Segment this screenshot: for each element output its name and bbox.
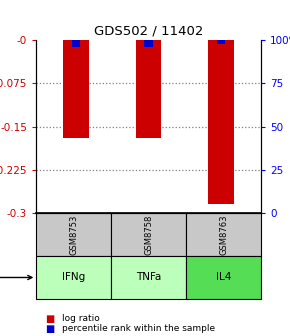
Text: IFNg: IFNg xyxy=(62,272,85,283)
Text: log ratio: log ratio xyxy=(62,314,100,323)
Text: ■: ■ xyxy=(45,313,54,324)
Text: GSM8753: GSM8753 xyxy=(69,214,78,255)
Text: TNFa: TNFa xyxy=(136,272,161,283)
Text: GSM8763: GSM8763 xyxy=(219,214,228,255)
Bar xyxy=(136,40,161,138)
Bar xyxy=(36,256,111,299)
Bar xyxy=(209,40,234,204)
Bar xyxy=(72,40,81,47)
Bar xyxy=(111,213,186,256)
Bar xyxy=(36,213,111,256)
Text: percentile rank within the sample: percentile rank within the sample xyxy=(62,324,215,333)
Bar xyxy=(186,256,261,299)
Text: ■: ■ xyxy=(45,324,54,334)
Bar xyxy=(144,40,153,47)
Bar xyxy=(217,40,226,44)
Title: GDS502 / 11402: GDS502 / 11402 xyxy=(94,25,203,38)
Text: agent: agent xyxy=(0,272,32,283)
Bar xyxy=(111,256,186,299)
Bar xyxy=(186,213,261,256)
Text: GSM8758: GSM8758 xyxy=(144,214,153,255)
Text: IL4: IL4 xyxy=(216,272,231,283)
Bar xyxy=(64,40,89,138)
